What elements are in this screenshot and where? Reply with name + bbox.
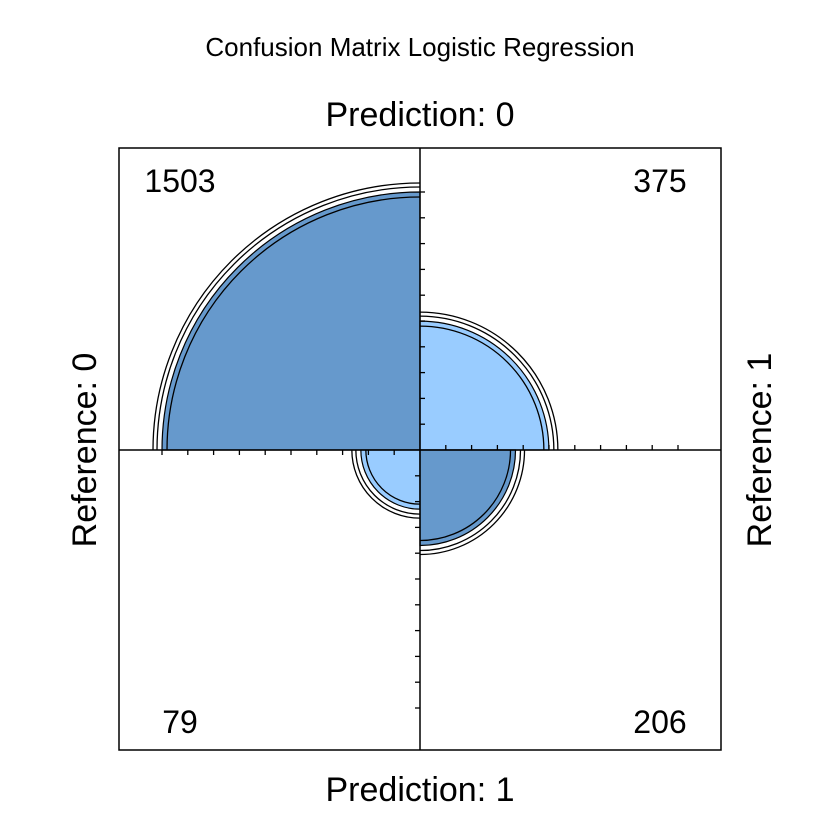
confidence-ring-top-right-0 bbox=[419, 325, 545, 451]
cell-value-bottom-left: 79 bbox=[162, 704, 198, 740]
bottom-label: Prediction: 1 bbox=[326, 771, 515, 809]
left-label: Reference: 0 bbox=[66, 353, 104, 548]
sector-top-right bbox=[419, 320, 550, 451]
confidence-ring-bottom-right-1 bbox=[419, 449, 522, 552]
confidence-ring-top-left-1 bbox=[156, 186, 421, 451]
sector-top-left bbox=[161, 191, 421, 451]
top-label: Prediction: 0 bbox=[326, 96, 515, 134]
cell-value-top-right: 375 bbox=[633, 163, 686, 199]
chart-title: Confusion Matrix Logistic Regression bbox=[205, 32, 634, 62]
axis-ticks bbox=[161, 191, 679, 709]
sectors-layer bbox=[161, 191, 550, 547]
sector-bottom-left bbox=[360, 449, 421, 510]
cell-value-bottom-right: 206 bbox=[633, 704, 686, 740]
cell-value-top-left: 1503 bbox=[144, 163, 215, 199]
confidence-rings-layer bbox=[152, 182, 559, 556]
confidence-ring-bottom-left-0 bbox=[365, 449, 421, 505]
right-label: Reference: 1 bbox=[741, 353, 779, 548]
confidence-ring-top-right-1 bbox=[419, 315, 555, 451]
confidence-ring-top-left-2 bbox=[152, 182, 421, 451]
confidence-ring-bottom-right-2 bbox=[419, 449, 526, 556]
sector-bottom-right bbox=[419, 449, 517, 547]
confidence-ring-top-left-0 bbox=[166, 196, 421, 451]
confidence-ring-top-right-2 bbox=[419, 311, 559, 451]
confidence-ring-bottom-left-2 bbox=[351, 449, 421, 519]
confidence-ring-bottom-right-0 bbox=[419, 449, 512, 542]
confidence-ring-bottom-left-1 bbox=[355, 449, 421, 515]
